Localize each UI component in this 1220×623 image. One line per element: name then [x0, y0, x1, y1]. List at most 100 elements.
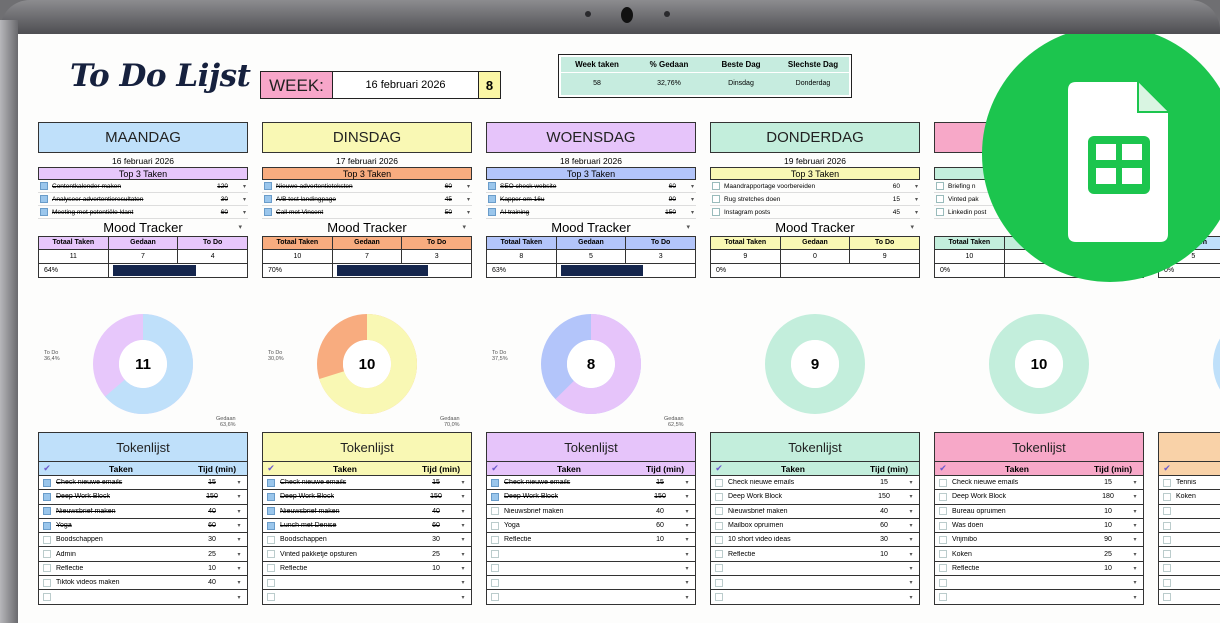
task-checkbox[interactable] — [488, 182, 496, 190]
task-checkbox[interactable] — [267, 578, 275, 587]
dropdown-arrow-icon[interactable]: ▾ — [685, 594, 689, 601]
task-checkbox[interactable] — [939, 492, 947, 501]
dropdown-arrow-icon[interactable]: ▾ — [1133, 565, 1137, 572]
dropdown-arrow-icon[interactable]: ▾ — [237, 480, 241, 487]
dropdown-arrow-icon[interactable]: ▾ — [1133, 508, 1137, 515]
dropdown-arrow-icon[interactable]: ▾ — [1133, 580, 1137, 587]
task-checkbox[interactable] — [40, 208, 48, 216]
task-label[interactable]: Check nieuwe emails — [280, 479, 347, 487]
dropdown-arrow-icon[interactable]: ▾ — [461, 565, 465, 572]
task-checkbox[interactable] — [43, 478, 51, 487]
dropdown-arrow-icon[interactable]: ▾ — [237, 580, 241, 587]
task-checkbox[interactable] — [712, 182, 720, 190]
task-checkbox[interactable] — [43, 578, 51, 587]
task-label[interactable]: Reflectie — [728, 550, 756, 558]
task-label[interactable]: Nieuwsbrief maken — [728, 507, 788, 515]
task-label[interactable]: 10 short video ideas — [728, 536, 791, 544]
dropdown-arrow-icon[interactable]: ▾ — [909, 551, 913, 558]
task-label[interactable]: Was doen — [952, 522, 984, 530]
task-checkbox[interactable] — [40, 195, 48, 203]
task-checkbox[interactable] — [715, 507, 723, 516]
task-checkbox[interactable] — [939, 535, 947, 544]
task-checkbox[interactable] — [267, 478, 275, 487]
task-checkbox[interactable] — [1163, 550, 1171, 559]
task-label[interactable]: Yoga — [504, 522, 520, 530]
task-checkbox[interactable] — [1163, 593, 1171, 602]
task-checkbox[interactable] — [936, 195, 944, 203]
task-time[interactable]: 10 — [880, 550, 888, 558]
task-time[interactable]: 30 — [432, 536, 440, 544]
task-label[interactable]: Check nieuwe emails — [728, 479, 795, 487]
dropdown-arrow-icon[interactable]: ▾ — [1133, 594, 1137, 601]
dropdown-arrow-icon[interactable]: ▾ — [685, 565, 689, 572]
dropdown-arrow-icon[interactable]: ▾ — [461, 537, 465, 544]
task-label[interactable]: Admin — [56, 550, 76, 558]
dropdown-arrow-icon[interactable]: ▾ — [237, 508, 241, 515]
task-checkbox[interactable] — [491, 564, 499, 573]
task-checkbox[interactable] — [491, 578, 499, 587]
task-label[interactable]: Bureau opruimen — [952, 507, 1006, 515]
task-checkbox[interactable] — [939, 550, 947, 559]
task-checkbox[interactable] — [43, 492, 51, 501]
task-label[interactable]: Check nieuwe emails — [504, 479, 571, 487]
task-checkbox[interactable] — [1163, 507, 1171, 516]
dropdown-arrow-icon[interactable]: ▾ — [237, 594, 241, 601]
task-checkbox[interactable] — [491, 521, 499, 530]
dropdown-arrow-icon[interactable]: ▾ — [461, 551, 465, 558]
task-checkbox[interactable] — [264, 182, 272, 190]
task-checkbox[interactable] — [1163, 535, 1171, 544]
task-time[interactable]: 10 — [432, 564, 440, 572]
task-time[interactable]: 10 — [1104, 564, 1112, 572]
task-time[interactable]: 40 — [432, 507, 440, 515]
dropdown-arrow-icon[interactable]: ▾ — [909, 523, 913, 530]
task-checkbox[interactable] — [939, 564, 947, 573]
dropdown-arrow-icon[interactable]: ▾ — [461, 580, 465, 587]
task-label[interactable]: Boodschappen — [56, 536, 103, 544]
dropdown-arrow-icon[interactable]: ▾ — [242, 196, 246, 203]
task-time[interactable]: 40 — [208, 579, 216, 587]
task-label[interactable]: Reflectie — [952, 564, 980, 572]
week-date-cell[interactable]: 16 februari 2026 — [333, 71, 479, 99]
task-label[interactable]: Mailbox opruimen — [728, 522, 784, 530]
task-checkbox[interactable] — [43, 593, 51, 602]
task-time[interactable]: 90 — [1104, 536, 1112, 544]
task-checkbox[interactable] — [43, 507, 51, 516]
task-time[interactable]: 15 — [208, 479, 216, 487]
task-label[interactable]: Koken — [1176, 493, 1196, 501]
task-label[interactable]: Tiktok videos maken — [56, 579, 120, 587]
dropdown-arrow-icon[interactable]: ▾ — [1133, 480, 1137, 487]
dropdown-arrow-icon[interactable]: ▾ — [466, 183, 470, 190]
task-label[interactable]: Vinted pakketje opsturen — [280, 550, 357, 558]
task-checkbox[interactable] — [40, 182, 48, 190]
task-checkbox[interactable] — [267, 507, 275, 516]
dropdown-arrow-icon[interactable]: ▾ — [909, 580, 913, 587]
task-label[interactable]: Deep Work Block — [280, 493, 334, 501]
task-checkbox[interactable] — [491, 535, 499, 544]
task-checkbox[interactable] — [267, 564, 275, 573]
task-time[interactable]: 60 — [432, 522, 440, 530]
task-label[interactable]: Nieuwsbrief maken — [280, 507, 340, 515]
dropdown-arrow-icon[interactable]: ▾ — [685, 537, 689, 544]
dropdown-arrow-icon[interactable]: ▾ — [1133, 494, 1137, 501]
dropdown-arrow-icon[interactable]: ▾ — [1133, 551, 1137, 558]
task-time[interactable]: 15 — [656, 479, 664, 487]
task-checkbox[interactable] — [936, 208, 944, 216]
task-label[interactable]: Nieuwsbrief maken — [504, 507, 564, 515]
dropdown-arrow-icon[interactable]: ▾ — [242, 209, 246, 216]
task-time[interactable]: 40 — [656, 507, 664, 515]
dropdown-arrow-icon[interactable]: ▾ — [462, 224, 466, 231]
dropdown-arrow-icon[interactable]: ▾ — [461, 594, 465, 601]
task-checkbox[interactable] — [715, 550, 723, 559]
task-checkbox[interactable] — [715, 593, 723, 602]
task-checkbox[interactable] — [491, 550, 499, 559]
task-label[interactable]: Reflectie — [280, 564, 308, 572]
dropdown-arrow-icon[interactable]: ▾ — [461, 508, 465, 515]
task-checkbox[interactable] — [267, 593, 275, 602]
task-checkbox[interactable] — [1163, 478, 1171, 487]
dropdown-arrow-icon[interactable]: ▾ — [237, 565, 241, 572]
task-checkbox[interactable] — [936, 182, 944, 190]
dropdown-arrow-icon[interactable]: ▾ — [1133, 537, 1137, 544]
task-time[interactable]: 60 — [880, 522, 888, 530]
task-checkbox[interactable] — [491, 507, 499, 516]
task-label[interactable]: Deep Work Block — [952, 493, 1006, 501]
